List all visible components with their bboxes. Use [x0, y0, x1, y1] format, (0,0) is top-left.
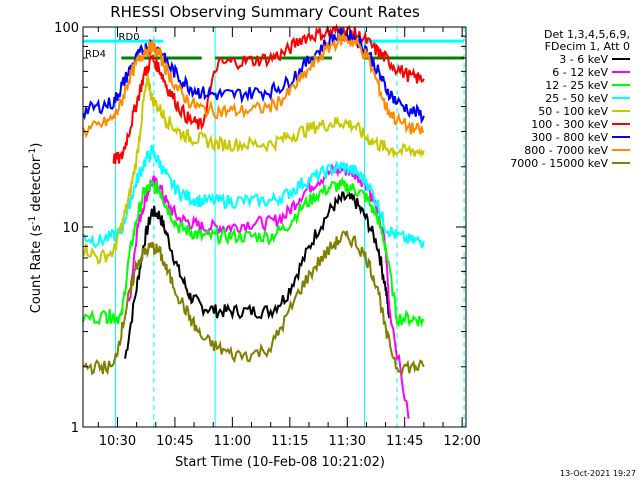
legend-label-3: 25 - 50 keV — [545, 92, 608, 105]
y-tick-label-100: 100 — [54, 21, 79, 36]
x-tick-label-1145: 11:45 — [386, 434, 423, 449]
footer-timestamp: 13-Oct-2021 19:27 — [560, 469, 636, 478]
x-tick-label-1100: 11:00 — [214, 434, 251, 449]
series-lines — [82, 23, 425, 419]
tick-labels: 1 10 100 10:30 10:45 11:00 11:15 11:30 11:45 12:0… — [54, 21, 481, 449]
x-tick-label-1115: 11:15 — [271, 434, 308, 449]
series-line-4 — [82, 74, 425, 265]
legend-label-4: 50 - 100 keV — [538, 105, 608, 118]
legend-label-0: 3 - 6 keV — [559, 53, 608, 66]
legend-label-2: 12 - 25 keV — [545, 79, 608, 92]
series-line-2 — [82, 176, 425, 328]
x-tick-label-1130: 11:30 — [329, 434, 366, 449]
series-line-5 — [112, 23, 425, 165]
x-tick-label-1030: 10:30 — [99, 434, 136, 449]
legend-label-7: 800 - 7000 keV — [524, 144, 608, 157]
x-tick-label-1200: 12:00 — [443, 434, 480, 449]
series-line-0 — [124, 191, 391, 359]
x-tick-label-1045: 10:45 — [156, 434, 193, 449]
legend-label-6: 300 - 800 keV — [531, 131, 608, 144]
marker-label-rd4: RD4 — [85, 49, 106, 60]
series-line-8 — [82, 230, 425, 377]
legend-label-1: 6 - 12 keV — [552, 66, 608, 79]
legend-header-line2: FDecim 1, Att 0 — [545, 40, 630, 53]
legend-label-8: 7000 - 15000 keV — [510, 157, 608, 170]
legend: Det 1,3,4,5,6,9,FDecim 1, Att 03 - 6 keV… — [510, 28, 630, 170]
legend-label-5: 100 - 300 keV — [531, 118, 608, 131]
chart-title: RHESSI Observing Summary Count Rates — [110, 3, 420, 21]
marker-label-rd0: RD0 — [119, 32, 140, 43]
x-axis-label: Start Time (10-Feb-08 10:21:02) — [175, 455, 385, 470]
y-tick-label-1: 1 — [71, 421, 79, 436]
legend-header-line1: Det 1,3,4,5,6,9, — [544, 28, 630, 41]
series-line-7 — [82, 32, 424, 139]
y-tick-label-10: 10 — [62, 221, 79, 236]
series-line-3 — [82, 144, 425, 249]
y-axis-label: Count Rate (s-1 detector-1) — [28, 143, 44, 314]
